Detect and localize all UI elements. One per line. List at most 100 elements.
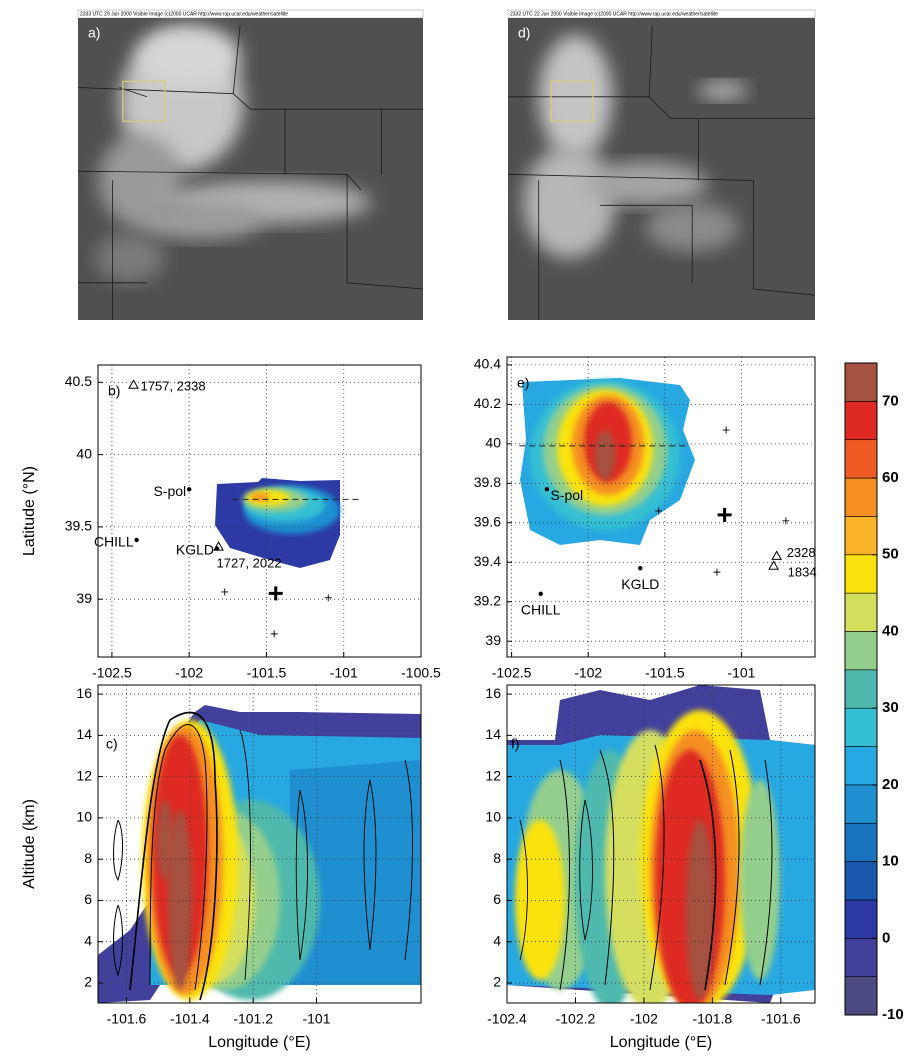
y-tick-label: 39.2 — [474, 592, 501, 608]
x-tick-label: -102.4 — [487, 1011, 527, 1027]
station-label: KGLD — [176, 541, 214, 557]
y-tick-label: 2 — [84, 974, 92, 990]
state-border — [119, 87, 148, 98]
x-tick-label: -101.8 — [692, 1011, 732, 1027]
y-tick-label: 14 — [76, 726, 92, 742]
reflectivity-field — [215, 478, 340, 568]
x-tick-label: -101.6 — [761, 1011, 801, 1027]
y-tick-label: 12 — [76, 767, 92, 783]
contour — [649, 744, 665, 991]
station — [134, 537, 139, 543]
panel-label: e) — [517, 375, 529, 391]
colorbar-segment — [844, 937, 878, 977]
triangle-label: 1757, 2338 — [141, 379, 206, 394]
cloud — [584, 161, 708, 206]
cross-marker — [221, 588, 229, 596]
reflectivity-level — [515, 820, 565, 980]
colorbar-segment — [844, 669, 878, 709]
y-tick-label: 40 — [76, 445, 92, 461]
triangle-label: 1834 — [788, 565, 817, 580]
image-header: 2333 UTC 29 Jun 2000 Visible Image (c)20… — [80, 11, 288, 17]
x-axis-label: Longitude (°E) — [208, 1034, 310, 1051]
x-tick-label: -101 — [727, 665, 755, 681]
colorbar-tick-label: 40 — [882, 622, 899, 639]
station-label: CHILL — [521, 602, 561, 618]
track-triangle — [213, 541, 224, 551]
triangle-label: 2328 — [787, 545, 816, 560]
x-tick-label: -101.5 — [247, 665, 287, 681]
cross-marker — [655, 507, 663, 515]
colorbar-segment — [844, 439, 878, 479]
colorbar-tick-label: 60 — [882, 469, 899, 486]
y-axis-label: Latitude (°N) — [21, 466, 38, 556]
colorbar-segment — [844, 746, 878, 786]
x-tick-label: -101 — [302, 1011, 330, 1027]
contour — [149, 724, 208, 991]
colorbar-segment — [844, 861, 878, 901]
reflectivity-level — [168, 810, 192, 990]
x-tick-label: -100.5 — [401, 665, 441, 681]
cloud — [136, 25, 241, 88]
colorbar-segment — [844, 631, 878, 671]
y-tick-label: 40 — [485, 435, 501, 451]
contour — [699, 759, 717, 991]
image-header: 2332 UTC 22 Jun 2000 Visible Image (c)20… — [510, 11, 718, 17]
station — [544, 487, 550, 492]
colorbar-tick-label: 20 — [882, 776, 899, 793]
reflectivity-level — [157, 800, 173, 880]
colorbar-tick-label: 70 — [882, 392, 899, 409]
contour — [599, 749, 615, 986]
y-tick-label: 40.4 — [474, 356, 501, 372]
panel-label: d) — [518, 25, 530, 41]
contour — [759, 759, 773, 986]
cloud — [95, 233, 165, 283]
y-tick-label: 12 — [485, 767, 501, 783]
cross-marker — [782, 517, 790, 525]
contour — [404, 759, 413, 961]
state-border — [232, 93, 423, 110]
y-tick-label: 39.8 — [474, 474, 501, 490]
x-tick-label: -102 — [574, 665, 602, 681]
state-border — [753, 180, 815, 296]
colorbar-tick-label: 50 — [882, 546, 899, 563]
state-border — [648, 96, 815, 119]
x-tick-label: -102.5 — [92, 665, 132, 681]
reflectivity-field — [520, 378, 695, 545]
satellite-image — [508, 18, 815, 320]
station-label: KGLD — [621, 576, 659, 592]
x-tick-label: -101.4 — [170, 1011, 210, 1027]
station — [538, 591, 543, 597]
y-tick-label: 16 — [76, 685, 92, 701]
colorbar-tick-label: 10 — [882, 853, 899, 870]
y-tick-label: 4 — [84, 932, 92, 948]
y-tick-label: 40.5 — [65, 373, 92, 389]
study-area-box — [122, 80, 166, 122]
plot-frame — [97, 684, 422, 1004]
colorbar-tick-label: 0 — [882, 929, 890, 946]
reflectivity-field — [507, 685, 815, 1003]
contour — [724, 749, 740, 986]
study-area-box — [550, 80, 594, 122]
y-tick-label: 4 — [493, 932, 501, 948]
x-tick-label: -102.2 — [556, 1011, 596, 1027]
station — [186, 487, 192, 492]
colorbar-tick-label: -10 — [882, 1006, 904, 1023]
colorbar-segment — [844, 362, 878, 402]
colorbar-segment — [844, 976, 878, 1016]
y-tick-label: 40.2 — [474, 395, 501, 411]
colorbar-segment — [844, 899, 878, 939]
x-tick-label: -101.2 — [233, 1011, 273, 1027]
panel-label: f) — [511, 736, 520, 752]
track-triangle — [771, 550, 783, 560]
y-tick-label: 39.5 — [65, 518, 92, 534]
state-border — [600, 204, 693, 283]
satellite-image — [78, 18, 423, 320]
colorbar-segment — [844, 707, 878, 747]
x-tick-label: -101 — [330, 665, 358, 681]
reflectivity-level — [740, 780, 780, 980]
station-label: CHILL — [94, 534, 134, 550]
colorbar-segment — [844, 477, 878, 517]
x-tick-label: -102 — [175, 665, 203, 681]
y-axis-label: Altitude (km) — [21, 799, 38, 889]
station-label: S-pol — [153, 483, 186, 499]
